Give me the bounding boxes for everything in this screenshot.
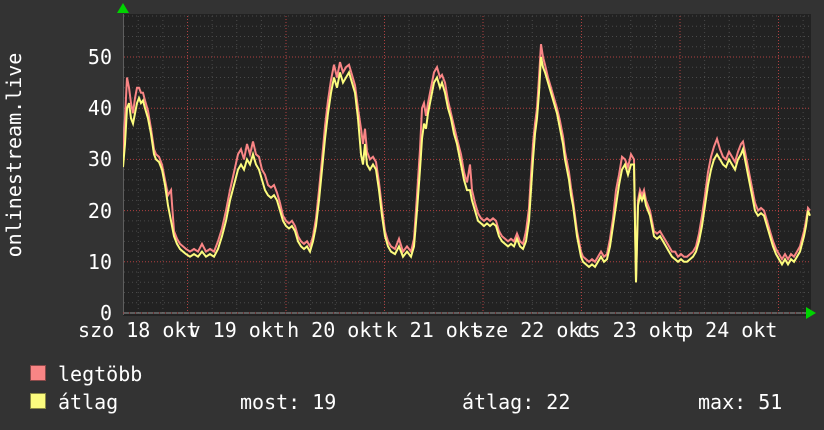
x-axis-arrow-icon: [806, 307, 816, 319]
stat-atlag: átlag: 22: [462, 390, 570, 414]
stat-max: max: 51: [698, 390, 782, 414]
stat-most-label: most:: [240, 390, 301, 414]
legend-label-legtobb: legtöbb: [58, 362, 143, 386]
stat-max-value: 51: [758, 390, 783, 414]
series-line-atlag: [123, 56, 811, 283]
x-axis-day-label: v 19 okt: [188, 318, 285, 342]
stat-max-label: max:: [698, 390, 747, 414]
plot-area: [123, 14, 811, 316]
x-axis-day-label: szo 18 okt: [78, 318, 199, 342]
legend-label-atlag: átlag: [58, 390, 119, 414]
stat-most-value: 19: [312, 390, 337, 414]
y-axis-tick-label: 50: [87, 45, 112, 69]
stat-most: most: 19: [240, 390, 336, 414]
y-axis-tick-label: 0: [99, 301, 112, 325]
stat-atlag-value: 22: [546, 390, 571, 414]
x-axis-day-label: p 24 okt: [681, 318, 778, 342]
y-axis-tick-label: 10: [87, 249, 112, 274]
x-axis-day-label: cs 23 okt: [576, 318, 685, 342]
y-axis-tick-label: 40: [87, 96, 112, 121]
y-axis-arrow-icon: [117, 3, 129, 13]
plot-svg: [123, 14, 811, 316]
plot-background: [123, 14, 811, 316]
series-line-legtobb: [123, 44, 811, 283]
legend-swatch-legtobb: [30, 365, 46, 381]
stat-atlag-label: átlag:: [462, 390, 535, 414]
legend-swatch-atlag: [30, 393, 46, 409]
x-axis-day-label: sze 22 okt: [472, 318, 593, 342]
x-axis-day-label: k 21 okt: [385, 318, 482, 342]
y-axis-tick-label: 30: [87, 147, 112, 172]
y-axis-tick-label: 20: [87, 198, 112, 223]
graph-title: onlinestream.live: [2, 52, 26, 258]
x-axis-day-label: h 20 okt: [287, 318, 384, 342]
